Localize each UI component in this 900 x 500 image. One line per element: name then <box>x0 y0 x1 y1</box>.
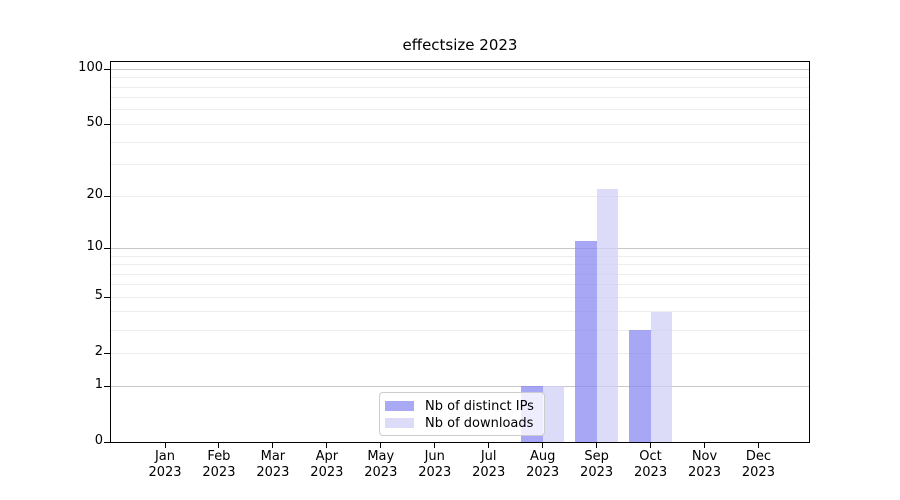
ytick-label: 5 <box>94 288 103 304</box>
gridline-major <box>111 68 809 70</box>
xtick-mark <box>757 443 759 448</box>
xtick-mark <box>272 443 274 448</box>
gridline-minor <box>111 352 809 354</box>
gridline-minor <box>111 109 809 111</box>
xtick-label: Jan 2023 <box>148 449 182 480</box>
gridline-minor <box>111 264 809 265</box>
gridline-minor <box>111 311 809 313</box>
bar-downloads-sep <box>596 188 619 442</box>
xtick-label: Jun 2023 <box>418 449 452 480</box>
gridline-minor <box>111 141 809 143</box>
ytick-label: 1 <box>94 377 103 392</box>
bar-downloads-oct <box>650 311 673 442</box>
xtick-label: Dec 2023 <box>741 449 775 480</box>
legend-label-downloads: Nb of downloads <box>425 415 534 431</box>
xtick-label: Mar 2023 <box>256 449 290 480</box>
bar-ips-sep <box>575 241 597 442</box>
xtick-mark <box>326 443 328 448</box>
legend-item-distinct-ips: Nb of distinct IPs <box>385 398 538 414</box>
ytick-label: 0 <box>94 433 103 448</box>
legend-label-ips: Nb of distinct IPs <box>425 398 534 414</box>
xtick-label: Apr 2023 <box>310 449 344 480</box>
ytick-label: 100 <box>78 60 103 76</box>
legend-swatch-ips <box>385 401 414 411</box>
gridline-minor <box>111 97 809 99</box>
chart-title: effectsize 2023 <box>402 36 518 54</box>
ytick-mark <box>104 195 110 197</box>
ytick-mark <box>104 68 110 70</box>
xtick-mark <box>434 443 436 448</box>
ytick-mark <box>104 385 110 387</box>
xtick-label: Oct 2023 <box>634 449 668 480</box>
legend-swatch-downloads <box>385 418 414 428</box>
gridline-major <box>111 247 809 249</box>
gridline-major <box>111 385 809 387</box>
xtick-label: Sep 2023 <box>580 449 614 480</box>
plot-area <box>110 61 810 443</box>
ytick-label: 50 <box>86 115 103 131</box>
xtick-label: Nov 2023 <box>687 449 722 480</box>
ytick-mark <box>104 247 110 249</box>
gridline-minor <box>111 86 809 88</box>
gridline-minor <box>111 296 809 298</box>
xtick-mark <box>650 443 652 448</box>
ytick-label: 2 <box>94 344 103 360</box>
xtick-mark <box>488 443 490 448</box>
ytick-mark <box>104 352 110 354</box>
xtick-mark <box>218 443 220 448</box>
gridline-minor <box>111 123 809 125</box>
gridline-minor <box>111 77 809 79</box>
xtick-label: May 2023 <box>364 449 398 480</box>
xtick-label: Jul 2023 <box>472 449 506 480</box>
xtick-mark <box>596 443 598 448</box>
xtick-mark <box>380 443 382 448</box>
bar-downloads-aug <box>542 386 565 442</box>
bar-ips-oct <box>629 330 651 442</box>
ytick-mark <box>104 296 110 298</box>
xtick-label: Feb 2023 <box>202 449 236 480</box>
ytick-label: 10 <box>86 239 103 255</box>
legend-item-downloads: Nb of downloads <box>385 415 538 431</box>
ytick-mark <box>104 123 110 125</box>
xtick-mark <box>542 443 544 448</box>
gridline-minor <box>111 164 809 166</box>
gridline-minor <box>111 273 809 275</box>
gridline-minor <box>111 195 809 197</box>
xtick-label: Aug 2023 <box>526 449 560 480</box>
ytick-mark <box>104 441 110 443</box>
gridline-minor <box>111 255 809 257</box>
xtick-mark <box>164 443 166 448</box>
xtick-mark <box>704 443 705 448</box>
gridline-minor <box>111 284 809 286</box>
ytick-label: 20 <box>86 187 103 203</box>
gridline-minor <box>111 329 809 331</box>
legend: Nb of distinct IPs Nb of downloads <box>379 392 545 436</box>
